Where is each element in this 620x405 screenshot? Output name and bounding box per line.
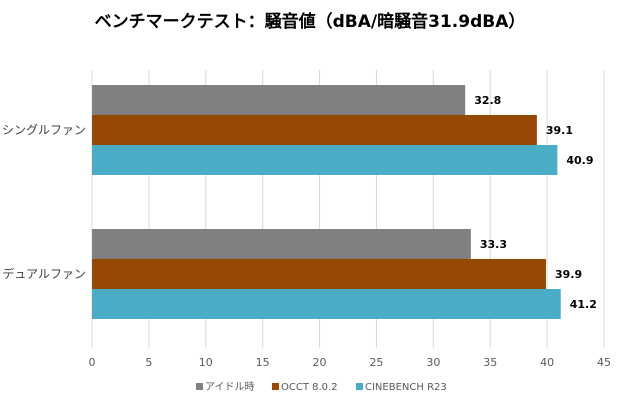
- legend-swatch: [356, 383, 363, 390]
- legend-label: アイドル時: [205, 381, 255, 393]
- data-label: 39.1: [546, 124, 573, 137]
- data-label: 39.9: [555, 268, 582, 281]
- x-tick-label: 45: [597, 356, 611, 369]
- bar: [92, 259, 546, 289]
- x-tick-label: 10: [199, 356, 213, 369]
- bar: [92, 115, 537, 145]
- data-label: 40.9: [566, 154, 593, 167]
- data-label: 32.8: [474, 94, 501, 107]
- x-tick-label: 35: [483, 356, 497, 369]
- bar: [92, 145, 558, 175]
- x-tick-label: 20: [313, 356, 327, 369]
- data-label: 41.2: [570, 298, 597, 311]
- bar: [92, 85, 466, 115]
- x-tick-label: 30: [426, 356, 440, 369]
- legend-swatch: [272, 383, 279, 390]
- bar: [92, 289, 561, 319]
- data-label: 33.3: [480, 238, 507, 251]
- chart-title: ベンチマークテスト：騒音値（dBA/暗騒音31.9dBA）: [95, 11, 526, 32]
- x-tick-label: 25: [369, 356, 383, 369]
- x-tick-label: 0: [89, 356, 96, 369]
- x-tick-label: 15: [256, 356, 270, 369]
- bar: [92, 229, 471, 259]
- legend-swatch: [196, 383, 203, 390]
- category-label: デュアルファン: [2, 266, 86, 281]
- category-label: シングルファン: [2, 123, 86, 137]
- x-tick-label: 40: [540, 356, 554, 369]
- legend-label: CINEBENCH R23: [365, 382, 447, 393]
- x-tick-label: 5: [145, 356, 152, 369]
- legend-label: OCCT 8.0.2: [281, 382, 338, 393]
